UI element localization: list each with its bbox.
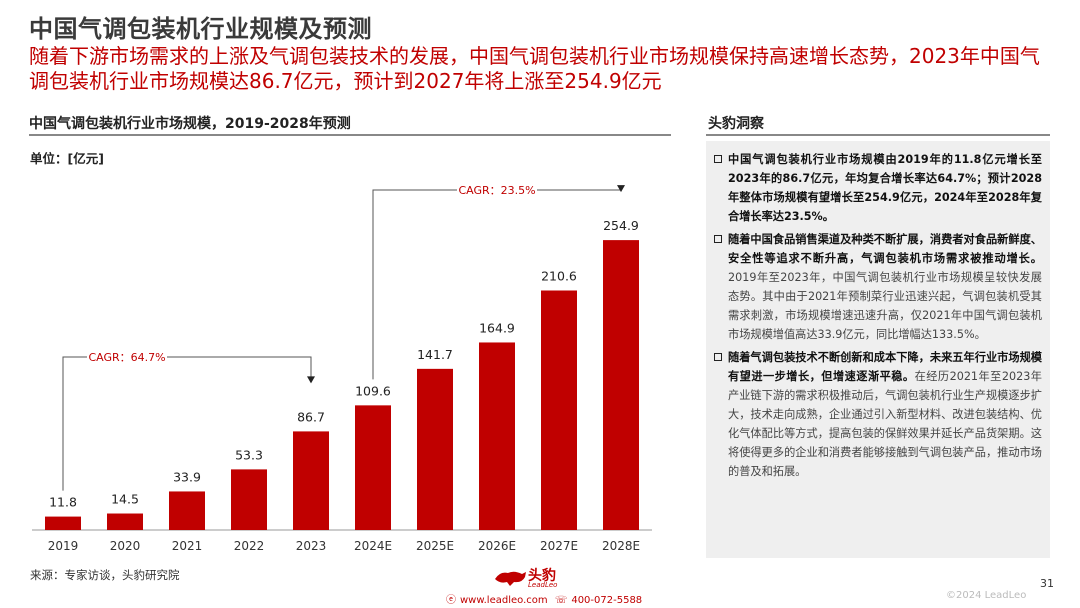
bar-2022 (231, 469, 267, 530)
page-title: 中国气调包装机行业规模及预测 (29, 15, 372, 43)
insight-body-text: 2019年至2023年，中国气调包装机行业市场规模呈较快发展态势。其中由于202… (728, 271, 1042, 341)
page-subtitle: 随着下游市场需求的上涨及气调包装技术的发展，中国气调包装机行业市场规模保持高速增… (29, 44, 1040, 93)
checkbox-bullet-icon (714, 155, 722, 163)
x-tick-2026E: 2026E (478, 539, 516, 553)
brand-name: 头豹 (528, 568, 556, 584)
x-tick-2020: 2020 (110, 539, 141, 553)
source-note: 来源：专家访谈，头豹研究院 (30, 568, 180, 582)
insight-bold-text: 随着气调包装技术不断创新和成本下降，未来五年行业市场规模有望进一步增长，但增速逐… (728, 351, 1042, 383)
insight-header: 头豹洞察 (708, 116, 764, 132)
bar-2025E (417, 368, 453, 530)
x-tick-2021: 2021 (172, 539, 203, 553)
market-size-bar-chart: 11.8 2019 14.5 2020 33.9 2021 53.3 2022 86.7 2023… (32, 181, 652, 553)
insight-panel: 中国气调包装机行业市场规模由2019年的11.8亿元增长至2023年的86.7亿… (706, 141, 1050, 558)
bar-2021 (169, 491, 205, 530)
data-label-2028E: 254.9 (603, 218, 639, 233)
data-label-2025E: 141.7 (417, 347, 453, 362)
x-tick-2023: 2023 (296, 539, 327, 553)
data-label-2024E: 109.6 (355, 383, 391, 398)
insight-item: 随着气调包装技术不断创新和成本下降，未来五年行业市场规模有望进一步增长，但增速逐… (714, 348, 1042, 481)
bar-2020 (107, 513, 143, 530)
x-tick-2025E: 2025E (416, 539, 454, 553)
cagr-label: CAGR：23.5% (458, 184, 535, 197)
insight-item: 中国气调包装机行业市场规模由2019年的11.8亿元增长至2023年的86.7亿… (714, 150, 1042, 226)
leopard-logo-icon (495, 571, 526, 586)
data-label-2021: 33.9 (173, 469, 201, 484)
chart-unit-label: 单位：[亿元] (30, 151, 104, 166)
data-label-2027E: 210.6 (541, 268, 577, 283)
bar-2027E (541, 290, 577, 530)
x-tick-2019: 2019 (48, 539, 79, 553)
x-tick-2024E: 2024E (354, 539, 392, 553)
bar-2026E (479, 342, 515, 530)
x-tick-2027E: 2027E (540, 539, 578, 553)
chart-header-divider (29, 134, 671, 136)
page-number: 31 (1040, 577, 1054, 590)
x-tick-2022: 2022 (234, 539, 265, 553)
cagr-bracket (62, 356, 312, 491)
cagr-label-bg (87, 348, 167, 364)
insight-list: 中国气调包装机行业市场规模由2019年的11.8亿元增长至2023年的86.7亿… (706, 141, 1050, 481)
cagr-label-bg (457, 181, 537, 197)
contact-info: ⓔ www.leadleo.com ☏ 400-072-5588 (446, 591, 646, 606)
insight-item: 随着中国食品销售渠道及种类不断扩展，消费者对食品新鲜度、安全性等追求不断升高，气… (714, 230, 1042, 344)
copyright: ©2024 LeadLeo (946, 590, 1027, 601)
bar-2028E (603, 240, 639, 531)
e-web-icon: ⓔ (446, 595, 456, 606)
cagr-label: CAGR：64.7% (88, 351, 165, 364)
phone-icon: ☏ (554, 595, 568, 606)
brand-sub: LeadLeo (528, 581, 558, 589)
cagr-arrow-icon (307, 376, 315, 384)
phone-number: 400-072-5588 (571, 595, 643, 606)
insight-body-text: 在经历2021年至2023年产业链下游的需求积极推动后，气调包装机行业生产规模逐… (728, 370, 1042, 478)
insight-bold-text: 中国气调包装机行业市场规模由2019年的11.8亿元增长至2023年的86.7亿… (728, 153, 1042, 223)
data-label-2026E: 164.9 (479, 320, 515, 335)
data-label-2020: 14.5 (111, 492, 139, 507)
checkbox-bullet-icon (714, 235, 722, 243)
website-link[interactable]: www.leadleo.com (460, 595, 548, 606)
chart-title: 中国气调包装机行业市场规模，2019-2028年预测 (29, 116, 351, 132)
checkbox-bullet-icon (714, 353, 722, 361)
x-tick-2028E: 2028E (602, 539, 640, 553)
bar-2024E (355, 405, 391, 530)
bar-2019 (45, 516, 81, 530)
cagr-arrow-icon (617, 185, 625, 193)
insight-header-divider (706, 134, 1050, 136)
insight-bold-text: 随着中国食品销售渠道及种类不断扩展，消费者对食品新鲜度、安全性等追求不断升高，气… (728, 233, 1042, 265)
data-label-2019: 11.8 (49, 495, 77, 510)
bar-2023 (293, 431, 329, 530)
data-label-2022: 53.3 (235, 447, 263, 462)
data-label-2023: 86.7 (297, 409, 325, 424)
